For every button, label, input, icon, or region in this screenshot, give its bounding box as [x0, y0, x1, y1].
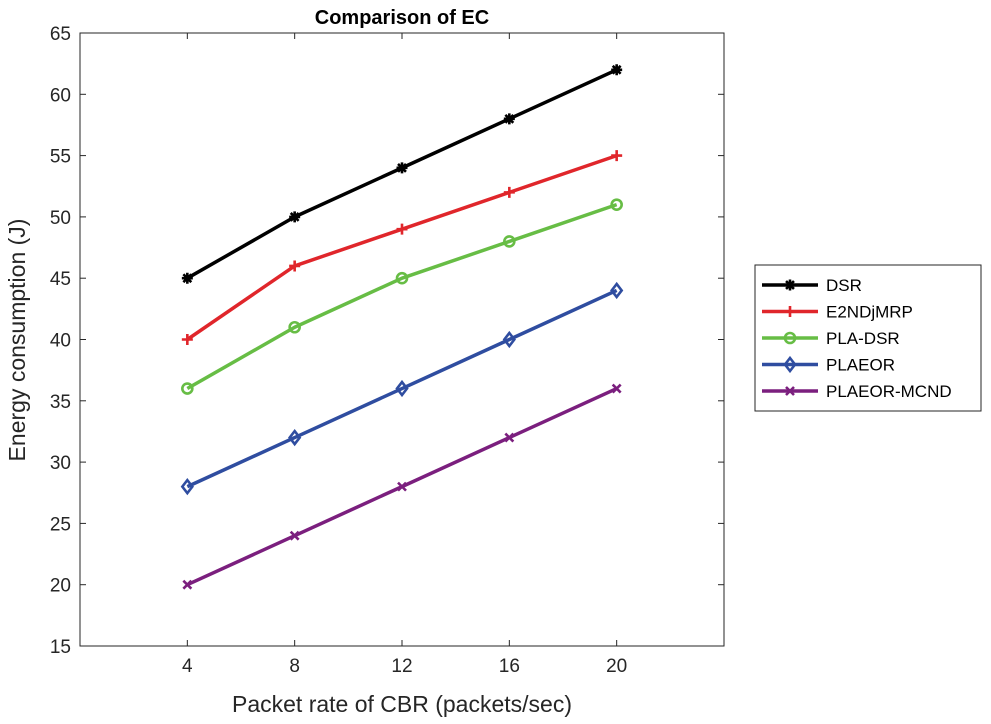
legend-marker: [783, 331, 797, 345]
data-point-plaeor-mcnd: [182, 579, 193, 590]
x-tick-label: 12: [391, 656, 412, 677]
y-axis-ticks: 15 20 25 30 35 40 45 50 55 60 65: [50, 24, 724, 658]
series-plaeor-mcnd: [182, 383, 622, 590]
data-point-e2ndjmrp: [503, 186, 515, 198]
y-tick-label: 15: [50, 637, 71, 658]
x-tick-label: 4: [182, 656, 193, 677]
data-point-plaeor: [395, 379, 409, 398]
series-pla-dsr: [181, 198, 623, 395]
data-point-pla-dsr: [395, 271, 409, 285]
y-tick-label: 25: [50, 514, 71, 535]
data-point-dsr: [181, 272, 193, 284]
chart-title: Comparison of EC: [315, 7, 489, 29]
legend-label: DSR: [826, 276, 862, 295]
y-tick-label: 55: [50, 147, 71, 168]
legend-entry-pla-dsr: PLA-DSR: [762, 329, 900, 348]
legend-marker: [785, 386, 795, 396]
x-tick-label: 16: [499, 656, 520, 677]
y-tick-label: 50: [50, 208, 71, 229]
y-tick-label: 60: [50, 85, 71, 106]
legend-label: PLAEOR: [826, 356, 895, 375]
x-tick-label: 8: [289, 656, 300, 677]
y-tick-label: 65: [50, 24, 71, 45]
y-tick-label: 30: [50, 453, 71, 474]
legend: DSR E2NDjMRP PLA-DSR PLAEOR PLAEOR-MCND: [754, 264, 982, 412]
plot-area: 15 20 25 30 35 40 45 50 55 60 65 4 8 12 16 20: [50, 24, 725, 677]
legend-entry-e2ndjmrp: E2NDjMRP: [762, 303, 913, 322]
series-dsr: [181, 64, 623, 284]
legend-marker: [784, 279, 796, 291]
data-point-plaeor-mcnd: [611, 383, 622, 394]
data-point-plaeor: [288, 428, 302, 447]
data-point-plaeor-mcnd: [397, 481, 407, 492]
x-axis-label: Packet rate of CBR (packets/sec): [232, 691, 572, 717]
data-point-plaeor-mcnd: [504, 432, 515, 443]
data-point-pla-dsr: [610, 198, 623, 211]
series-line-pla-dsr: [186, 202, 618, 391]
x-tick-label: 20: [606, 656, 627, 677]
data-point-dsr: [396, 162, 408, 174]
data-point-plaeor: [502, 330, 516, 349]
y-axis-label: Energy consumption (J): [4, 219, 30, 462]
data-point-e2ndjmrp: [396, 223, 408, 235]
series-group: [180, 64, 624, 590]
x-axis-ticks: 4 8 12 16 20: [182, 33, 627, 677]
legend-marker: [784, 306, 796, 317]
legend-marker: [783, 355, 797, 374]
data-point-dsr: [611, 64, 623, 76]
series-e2ndjmrp: [181, 150, 623, 345]
data-point-dsr: [503, 113, 515, 125]
legend-entry-plaeor: PLAEOR: [762, 356, 895, 375]
data-point-pla-dsr: [288, 320, 301, 334]
legend-entry-plaeor-mcnd: PLAEOR-MCND: [762, 382, 952, 401]
y-tick-label: 40: [50, 331, 71, 352]
data-point-plaeor: [180, 477, 194, 496]
data-point-plaeor-mcnd: [289, 530, 300, 541]
data-point-plaeor: [610, 281, 624, 300]
y-tick-label: 20: [50, 576, 71, 597]
data-point-e2ndjmrp: [611, 150, 623, 162]
legend-label: PLAEOR-MCND: [826, 382, 952, 401]
data-point-e2ndjmrp: [181, 334, 193, 345]
series-plaeor: [180, 281, 624, 496]
y-tick-label: 35: [50, 392, 71, 413]
legend-label: PLA-DSR: [826, 329, 900, 348]
legend-label: E2NDjMRP: [826, 303, 913, 322]
data-point-dsr: [289, 211, 301, 223]
data-point-pla-dsr: [181, 382, 194, 395]
series-line-plaeor: [186, 288, 618, 489]
legend-entry-dsr: DSR: [762, 276, 862, 295]
data-point-e2ndjmrp: [289, 260, 301, 272]
y-tick-label: 45: [50, 269, 71, 290]
plot-frame: [79, 32, 725, 647]
data-point-pla-dsr: [503, 235, 516, 248]
